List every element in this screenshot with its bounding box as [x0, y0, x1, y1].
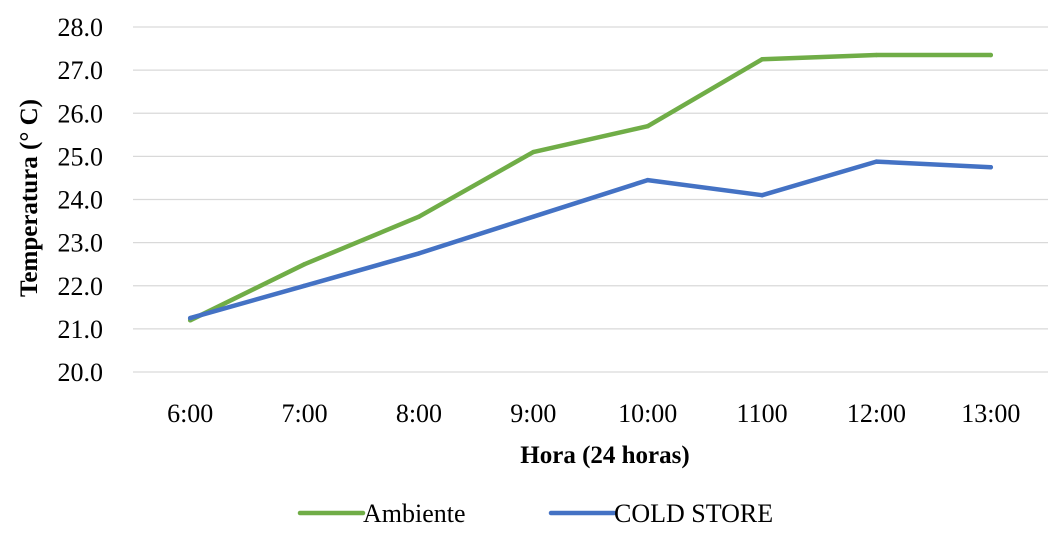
y-tick-label: 20.0 [58, 358, 104, 387]
data-point [645, 123, 650, 129]
y-tick-label: 23.0 [58, 229, 104, 258]
data-point [874, 159, 879, 164]
x-tick-label: 7:00 [281, 399, 327, 428]
y-tick-label: 27.0 [58, 56, 104, 85]
y-tick-label: 26.0 [58, 99, 104, 128]
data-point [416, 214, 422, 219]
x-tick-label: 13:00 [961, 399, 1020, 428]
legend-label: COLD STORE [614, 499, 773, 528]
data-point [187, 315, 193, 321]
data-point [302, 261, 307, 267]
x-tick-label: 6:00 [167, 399, 213, 428]
series-line-0 [187, 52, 994, 323]
legend: Ambiente COLD STORE [297, 499, 773, 528]
data-point [531, 149, 536, 155]
data-point [416, 251, 422, 256]
y-tick-labels: 20.0 21.0 22.0 23.0 24.0 25.0 26.0 27.0 28.0 [58, 13, 104, 387]
x-tick-label: 8:00 [396, 399, 442, 428]
legend-label: Ambiente [363, 499, 466, 528]
y-axis-title: Temperatura (° C) [16, 99, 43, 297]
data-point [874, 52, 879, 58]
series-lines [187, 52, 994, 323]
data-point [759, 192, 765, 198]
x-tick-label: 1100 [737, 399, 788, 428]
y-tick-label: 24.0 [58, 186, 104, 215]
x-axis-title: Hora (24 horas) [520, 442, 689, 469]
data-point [988, 164, 994, 170]
data-point [759, 57, 765, 62]
x-tick-labels: 6:00 7:00 8:00 9:00 10:00 1100 12:00 13:00 [167, 399, 1020, 428]
series-line-1 [187, 159, 994, 321]
data-point [988, 52, 994, 58]
x-tick-label: 9:00 [510, 399, 556, 428]
data-point [645, 177, 650, 183]
data-point [302, 283, 307, 288]
y-tick-label: 28.0 [58, 13, 104, 42]
y-tick-label: 25.0 [58, 142, 104, 171]
y-tick-label: 22.0 [58, 272, 104, 301]
y-tick-label: 21.0 [58, 315, 104, 344]
x-tick-label: 12:00 [847, 399, 906, 428]
x-tick-label: 10:00 [618, 399, 677, 428]
data-point [531, 214, 536, 219]
